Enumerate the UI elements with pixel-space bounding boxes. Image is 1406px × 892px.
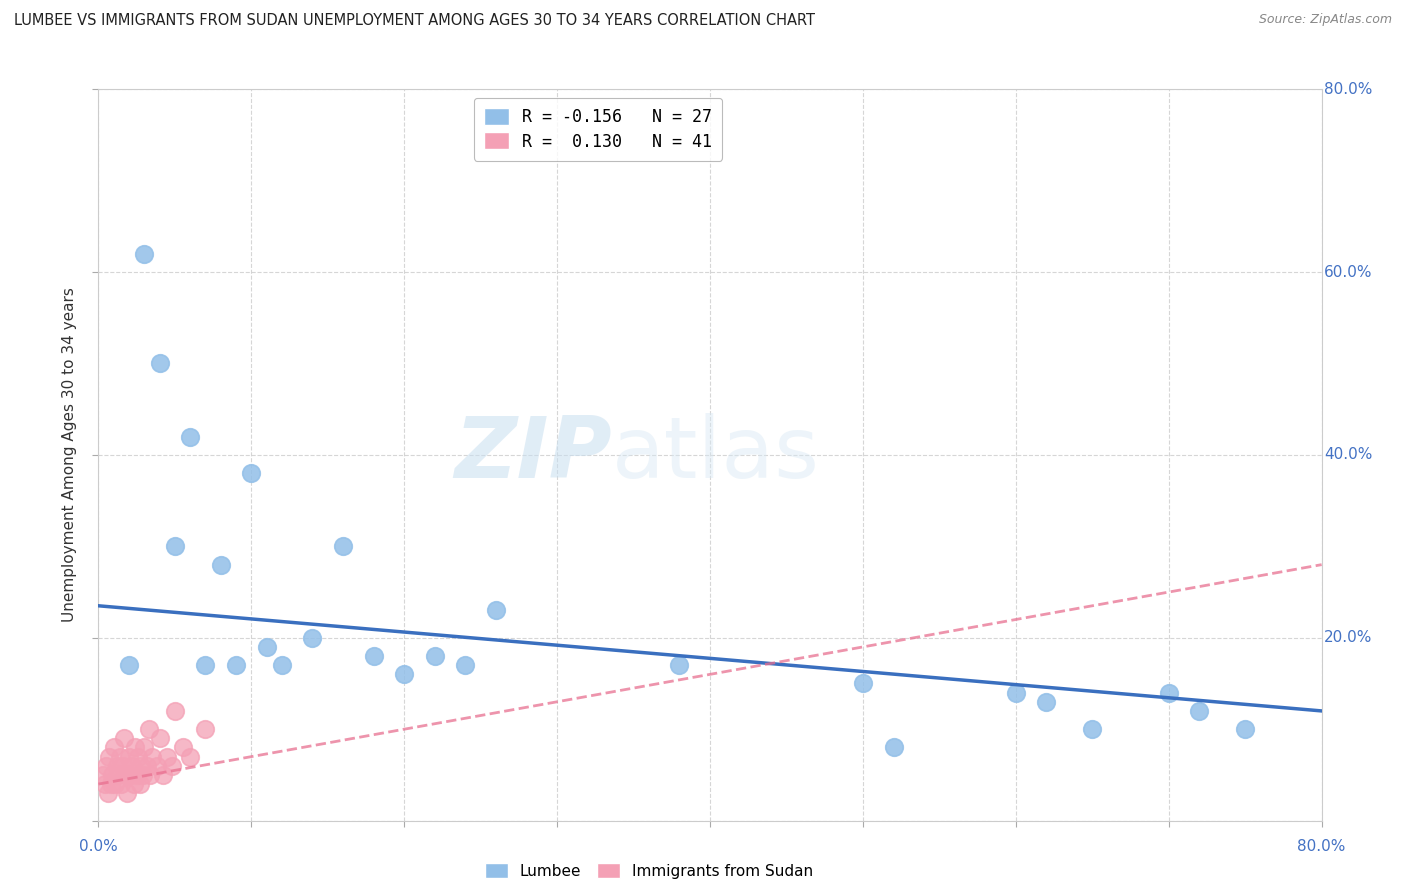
Point — [101, 768, 124, 782]
Point — [256, 640, 278, 654]
Text: 60.0%: 60.0% — [1324, 265, 1372, 279]
Point — [1035, 695, 1057, 709]
Point — [172, 740, 194, 755]
Point — [179, 749, 201, 764]
Point — [145, 758, 167, 772]
Point — [104, 777, 127, 791]
Point — [118, 658, 141, 673]
Point — [1081, 723, 1104, 737]
Point — [363, 649, 385, 664]
Point — [108, 749, 131, 764]
Point — [270, 658, 292, 673]
Point — [163, 539, 186, 553]
Point — [209, 558, 232, 572]
Point — [98, 749, 121, 764]
Point — [179, 430, 201, 444]
Text: LUMBEE VS IMMIGRANTS FROM SUDAN UNEMPLOYMENT AMONG AGES 30 TO 34 YEARS CORRELATI: LUMBEE VS IMMIGRANTS FROM SUDAN UNEMPLOY… — [14, 13, 815, 29]
Text: Source: ZipAtlas.com: Source: ZipAtlas.com — [1258, 13, 1392, 27]
Point — [152, 768, 174, 782]
Point — [141, 749, 163, 764]
Point — [124, 740, 146, 755]
Legend: Lumbee, Immigrants from Sudan: Lumbee, Immigrants from Sudan — [477, 855, 821, 886]
Point — [110, 777, 132, 791]
Text: atlas: atlas — [612, 413, 820, 497]
Point — [485, 603, 508, 617]
Point — [97, 786, 120, 800]
Point — [163, 704, 186, 718]
Point — [1234, 723, 1257, 737]
Point — [194, 658, 217, 673]
Point — [136, 758, 159, 772]
Point — [132, 768, 155, 782]
Point — [103, 740, 125, 755]
Point — [122, 777, 145, 791]
Point — [112, 731, 135, 746]
Point — [139, 768, 162, 782]
Point — [883, 740, 905, 755]
Point — [94, 758, 117, 772]
Point — [93, 777, 115, 791]
Text: 20.0%: 20.0% — [1324, 631, 1372, 645]
Point — [107, 768, 129, 782]
Y-axis label: Unemployment Among Ages 30 to 34 years: Unemployment Among Ages 30 to 34 years — [62, 287, 77, 623]
Point — [134, 246, 156, 260]
Point — [332, 539, 354, 553]
Point — [100, 777, 122, 791]
Point — [423, 649, 446, 664]
Point — [1157, 685, 1180, 699]
Text: 0.0%: 0.0% — [79, 838, 118, 854]
Point — [121, 758, 143, 772]
Point — [454, 658, 477, 673]
Point — [160, 758, 183, 772]
Point — [125, 768, 148, 782]
Point — [1004, 685, 1026, 699]
Point — [120, 768, 142, 782]
Point — [118, 749, 141, 764]
Point — [128, 777, 150, 791]
Point — [115, 768, 138, 782]
Point — [852, 676, 875, 690]
Point — [129, 758, 152, 772]
Point — [156, 749, 179, 764]
Point — [149, 356, 172, 371]
Point — [149, 731, 172, 746]
Point — [138, 723, 160, 737]
Point — [392, 667, 416, 681]
Point — [225, 658, 247, 673]
Point — [91, 768, 114, 782]
Point — [240, 466, 263, 480]
Point — [301, 631, 323, 645]
Point — [1188, 704, 1211, 718]
Point — [127, 749, 149, 764]
Point — [111, 758, 134, 772]
Text: 80.0%: 80.0% — [1324, 82, 1372, 96]
Point — [117, 786, 139, 800]
Point — [194, 723, 217, 737]
Text: ZIP: ZIP — [454, 413, 612, 497]
Point — [668, 658, 690, 673]
Text: 40.0%: 40.0% — [1324, 448, 1372, 462]
Point — [134, 740, 156, 755]
Text: 80.0%: 80.0% — [1298, 838, 1346, 854]
Point — [105, 758, 128, 772]
